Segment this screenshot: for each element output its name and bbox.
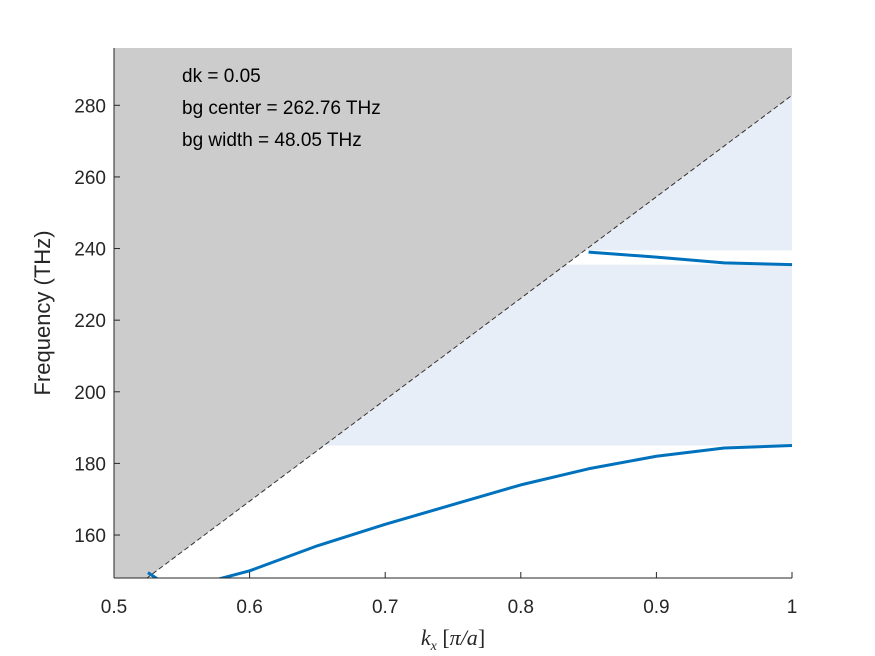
light-line bbox=[146, 94, 792, 578]
band-line-2 bbox=[588, 250, 792, 267]
y-tick-label: 260 bbox=[74, 168, 106, 189]
annotation-text: bg center = 262.76 THz bbox=[182, 98, 381, 119]
light-cone-region bbox=[114, 48, 792, 578]
band-line-1 bbox=[216, 444, 792, 578]
x-axis-label: kx [π/a] bbox=[421, 625, 485, 654]
x-tick-label: 0.8 bbox=[508, 597, 534, 618]
x-tick-label: 0.9 bbox=[643, 597, 669, 618]
y-tick-label: 200 bbox=[74, 383, 106, 404]
y-tick-label: 220 bbox=[74, 311, 106, 332]
y-tick-label: 280 bbox=[74, 96, 106, 117]
bandgap-region-1 bbox=[324, 264, 792, 446]
y-tick-label: 240 bbox=[74, 240, 106, 261]
annotation-text: bg width = 48.05 THz bbox=[182, 130, 362, 151]
x-tick-label: 1 bbox=[787, 597, 798, 618]
x-tick-label: 0.7 bbox=[372, 597, 398, 618]
x-tick-label: 0.6 bbox=[236, 597, 262, 618]
y-tick-label: 180 bbox=[74, 454, 106, 475]
x-tick-label: 0.5 bbox=[101, 597, 127, 618]
annotation-text: dk = 0.05 bbox=[182, 66, 261, 87]
y-axis-label: Frequency (THz) bbox=[30, 230, 55, 395]
y-tick-label: 160 bbox=[74, 526, 106, 547]
band-line-3 bbox=[147, 571, 159, 578]
